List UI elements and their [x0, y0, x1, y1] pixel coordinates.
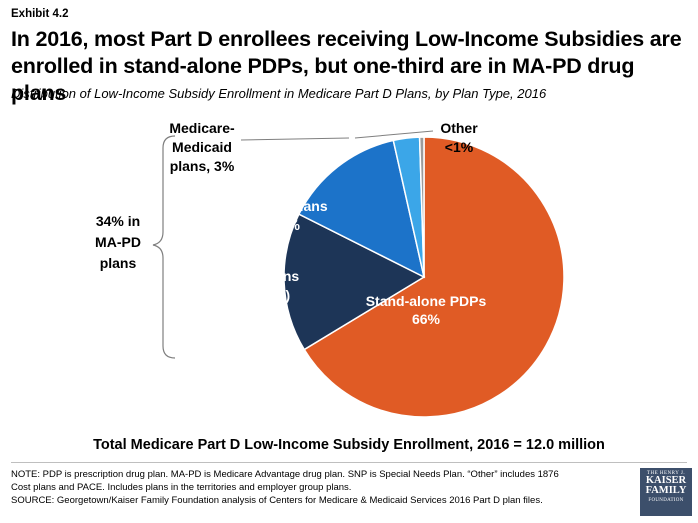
source-line: SOURCE: Georgetown/Kaiser Family Foundat… [11, 495, 543, 506]
label-special-needs-plans-line: Needs Plans [244, 198, 327, 214]
footnotes: NOTE: PDP is prescription drug plan. MA-… [11, 468, 621, 507]
logo-line: FAMILY [645, 485, 687, 496]
exhibit-label: Exhibit 4.2 [11, 8, 69, 20]
label-ma-pd-non-snp-line: 16% [242, 306, 271, 322]
kff-logo: THE HENRY J. KAISER FAMILY FOUNDATION [640, 468, 692, 516]
label-medicare-medicaid-line: plans, 3% [170, 158, 235, 174]
slice-stand-alone-pdps [303, 136, 565, 418]
leader-line-other [354, 130, 434, 139]
logo-line: FOUNDATION [648, 498, 684, 503]
group-annotation-line: 34% in [96, 213, 140, 229]
slice-other [418, 136, 425, 278]
label-ma-pd-non-snp-line: MA-PD plans [213, 268, 300, 284]
logo-line: THE HENRY J. [646, 471, 686, 476]
note-line: NOTE: PDP is prescription drug plan. MA-… [11, 469, 559, 480]
chart-subtitle: Distribution of Low-Income Subsidy Enrol… [11, 86, 547, 101]
label-other-line: Other [440, 120, 478, 136]
chart-title: In 2016, most Part D enrollees receiving… [11, 27, 682, 105]
logo-line: KAISER [645, 475, 687, 486]
total-enrollment: Total Medicare Part D Low-Income Subsidy… [93, 437, 605, 453]
slice-special-needs-plans [297, 139, 426, 279]
label-special-needs-plans-line: 14% [272, 217, 301, 233]
note-line: Cost plans and PACE. Includes plans in t… [11, 482, 352, 493]
label-other-line: <1% [445, 139, 474, 155]
group-annotation-line: plans [100, 255, 137, 271]
group-annotation-line: MA-PD [95, 234, 141, 250]
label-special-needs-plans-line: Special [261, 179, 310, 195]
divider [11, 462, 687, 463]
label-stand-alone-pdps-line: 66% [412, 311, 441, 327]
label-medicare-medicaid-line: Medicare- [169, 120, 235, 136]
group-bracket [152, 135, 176, 359]
leader-line-medicare-medicaid [240, 137, 350, 141]
slice-ma-pd-non-snp [283, 213, 426, 351]
label-ma-pd-non-snp-line: (non-SNP) [222, 287, 290, 303]
label-stand-alone-pdps-line: Stand-alone PDPs [366, 293, 487, 309]
label-medicare-medicaid-line: Medicaid [172, 139, 232, 155]
